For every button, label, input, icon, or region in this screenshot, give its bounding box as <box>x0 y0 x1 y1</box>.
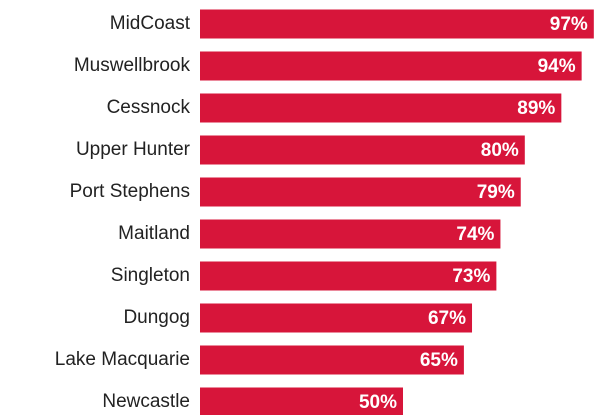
bar <box>200 51 582 81</box>
category-label: Lake Macquarie <box>55 349 190 370</box>
value-label: 74% <box>456 224 494 245</box>
category-label: MidCoast <box>110 13 191 34</box>
bar <box>200 9 594 39</box>
value-label: 89% <box>517 98 555 119</box>
category-label: Maitland <box>118 223 190 244</box>
value-label: 73% <box>452 266 490 287</box>
bar <box>200 135 525 165</box>
category-label: Dungog <box>123 307 190 328</box>
value-label: 79% <box>477 182 515 203</box>
category-label: Singleton <box>111 265 190 286</box>
bar <box>200 177 521 207</box>
value-label: 94% <box>538 56 576 77</box>
category-label: Port Stephens <box>70 181 190 202</box>
category-label: Cessnock <box>107 97 191 118</box>
bar <box>200 261 497 291</box>
category-label: Newcastle <box>102 391 190 412</box>
value-label: 80% <box>481 140 519 161</box>
category-label: Muswellbrook <box>74 55 191 76</box>
bar <box>200 93 562 123</box>
bar <box>200 345 464 375</box>
value-label: 67% <box>428 308 466 329</box>
value-label: 97% <box>550 14 588 35</box>
category-label: Upper Hunter <box>76 139 191 160</box>
value-label: 65% <box>420 350 458 371</box>
bar <box>200 303 473 333</box>
bar <box>200 387 403 415</box>
bar <box>200 219 501 249</box>
value-label: 50% <box>359 392 397 413</box>
